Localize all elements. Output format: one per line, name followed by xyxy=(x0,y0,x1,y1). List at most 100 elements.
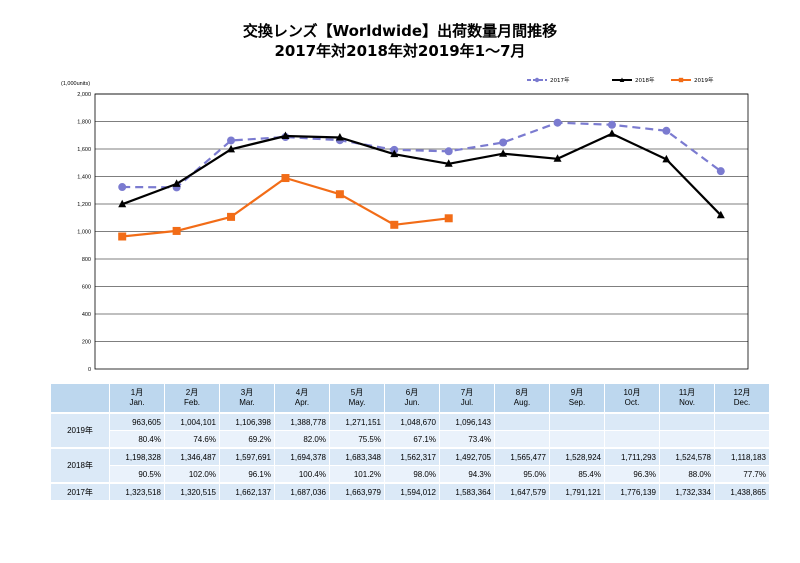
y-tick-label: 2,000 xyxy=(77,92,91,98)
y-tick-label: 1,400 xyxy=(77,175,91,181)
legend-label: 2017年 xyxy=(550,76,570,84)
data-point-2018 xyxy=(553,154,562,162)
legend-label: 2018年 xyxy=(635,76,655,84)
data-point-2017 xyxy=(499,138,508,147)
data-point-2017 xyxy=(662,126,671,135)
ratio-cell: 85.4% xyxy=(549,465,605,484)
ratio-cell: 94.3% xyxy=(439,465,495,484)
ratio-cell xyxy=(549,430,605,449)
ratio-cell: 77.7% xyxy=(714,465,770,484)
month-header: 8月 Aug. xyxy=(494,383,550,414)
plot-frame xyxy=(94,93,749,370)
month-en: Nov. xyxy=(679,398,695,407)
month-jp: 2月 xyxy=(185,388,199,397)
data-point-2019 xyxy=(172,226,181,235)
series-line-2017年 xyxy=(122,121,722,189)
ratio-cell: 98.0% xyxy=(384,465,440,484)
ratio-cell: 90.5% xyxy=(109,465,165,484)
month-en: Jul. xyxy=(460,398,474,407)
ratio-cell: 69.2% xyxy=(219,430,275,449)
value-cell: 1,662,137 xyxy=(219,482,275,501)
ratio-cell: 74.6% xyxy=(164,430,220,449)
value-cell: 1,597,691 xyxy=(219,447,275,466)
line-chart: (1,000units) 0 200 400 600 800 1,000 1,200 1,400… xyxy=(61,76,749,373)
month-header: 3月 Mar. xyxy=(219,383,275,414)
month-header: 2月 Feb. xyxy=(164,383,220,414)
value-cell: 1,528,924 xyxy=(549,447,605,466)
value-cell: 1,562,317 xyxy=(384,447,440,466)
row-label-2018: 2018年 xyxy=(50,447,110,484)
month-en: May. xyxy=(348,398,366,407)
value-cell: 1,048,670 xyxy=(384,412,440,431)
ratio-cell xyxy=(714,430,770,449)
data-point-2018 xyxy=(172,179,181,187)
data-point-2019 xyxy=(281,174,290,183)
data-point-2017 xyxy=(716,167,725,176)
table-row-2017-values: 2017年 1,323,518 1,320,515 1,662,137 1,687,03… xyxy=(50,482,770,501)
value-cell: 1,096,143 xyxy=(439,412,495,431)
value-cell: 1,711,293 xyxy=(604,447,660,466)
row-label-2019: 2019年 xyxy=(50,412,110,449)
month-header: 10月 Oct. xyxy=(604,383,660,414)
ratio-cell: 80.4% xyxy=(109,430,165,449)
value-cell: 1,776,139 xyxy=(604,482,660,501)
value-cell: 1,647,579 xyxy=(494,482,550,501)
month-en: Apr. xyxy=(294,398,310,407)
ratio-cell: 96.1% xyxy=(219,465,275,484)
legend-marker xyxy=(619,77,625,82)
data-point-2018 xyxy=(499,149,508,157)
table-row-2019-values: 2019年 963,605 1,004,101 1,106,398 1,388,778 1… xyxy=(50,412,770,449)
month-jp: 11月 xyxy=(678,388,696,397)
month-jp: 4月 xyxy=(295,388,309,397)
data-point-2018 xyxy=(607,129,616,137)
units-label: (1,000units) xyxy=(61,81,90,87)
value-cell: 1,106,398 xyxy=(219,412,275,431)
y-tick-label: 0 xyxy=(88,367,91,373)
y-tick-label: 1,000 xyxy=(77,230,91,236)
value-cell xyxy=(549,412,605,431)
value-cell: 1,346,487 xyxy=(164,447,220,466)
month-header: 11月 Nov. xyxy=(659,383,715,414)
data-point-2018 xyxy=(335,133,344,141)
month-jp: 1月 xyxy=(130,388,144,397)
month-header: 7月 Jul. xyxy=(439,383,495,414)
data-point-2017 xyxy=(227,136,236,145)
value-cell: 1,663,979 xyxy=(329,482,385,501)
data-point-2017 xyxy=(444,147,453,156)
month-en: Sep. xyxy=(568,398,586,407)
value-cell: 1,388,778 xyxy=(274,412,330,431)
series-line-2018年 xyxy=(121,132,722,216)
value-cell xyxy=(659,412,715,431)
ratio-cell xyxy=(494,430,550,449)
legend-label: 2019年 xyxy=(694,76,714,84)
month-en: Jan. xyxy=(129,398,145,407)
value-cell: 1,492,705 xyxy=(439,447,495,466)
ratio-cell: 67.1% xyxy=(384,430,440,449)
month-jp: 12月 xyxy=(733,388,751,397)
table-row-2019-ratios: 80.4% 74.6% 69.2% 82.0% 75.5% 67.1% 73.4% xyxy=(51,430,770,449)
value-cell: 1,694,378 xyxy=(274,447,330,466)
value-cell: 1,732,334 xyxy=(659,482,715,501)
ratio-cell: 100.4% xyxy=(274,465,330,484)
y-tick-label: 1,800 xyxy=(77,120,91,126)
data-point-2019 xyxy=(227,212,236,221)
legend-marker xyxy=(678,77,684,83)
value-cell xyxy=(714,412,770,431)
chart-subtitle: 2017年対2018年対2019年1～7月 xyxy=(274,42,526,60)
data-point-2018 xyxy=(662,154,671,163)
row-label-2017: 2017年 xyxy=(50,482,110,501)
data-point-2019 xyxy=(444,214,453,223)
data-point-2018 xyxy=(390,149,399,158)
month-jp: 5月 xyxy=(350,388,364,397)
month-header: 9月 Sep. xyxy=(549,383,605,414)
data-point-2017 xyxy=(607,120,616,129)
data-point-2018 xyxy=(227,144,236,153)
data-point-2019 xyxy=(118,232,127,241)
month-jp: 8月 xyxy=(515,388,529,397)
value-cell: 1,791,121 xyxy=(549,482,605,501)
month-jp: 7月 xyxy=(460,388,474,397)
value-cell: 1,004,101 xyxy=(164,412,220,431)
value-cell: 1,320,515 xyxy=(164,482,220,501)
data-point-2017 xyxy=(553,118,562,127)
ratio-cell: 101.2% xyxy=(329,465,385,484)
